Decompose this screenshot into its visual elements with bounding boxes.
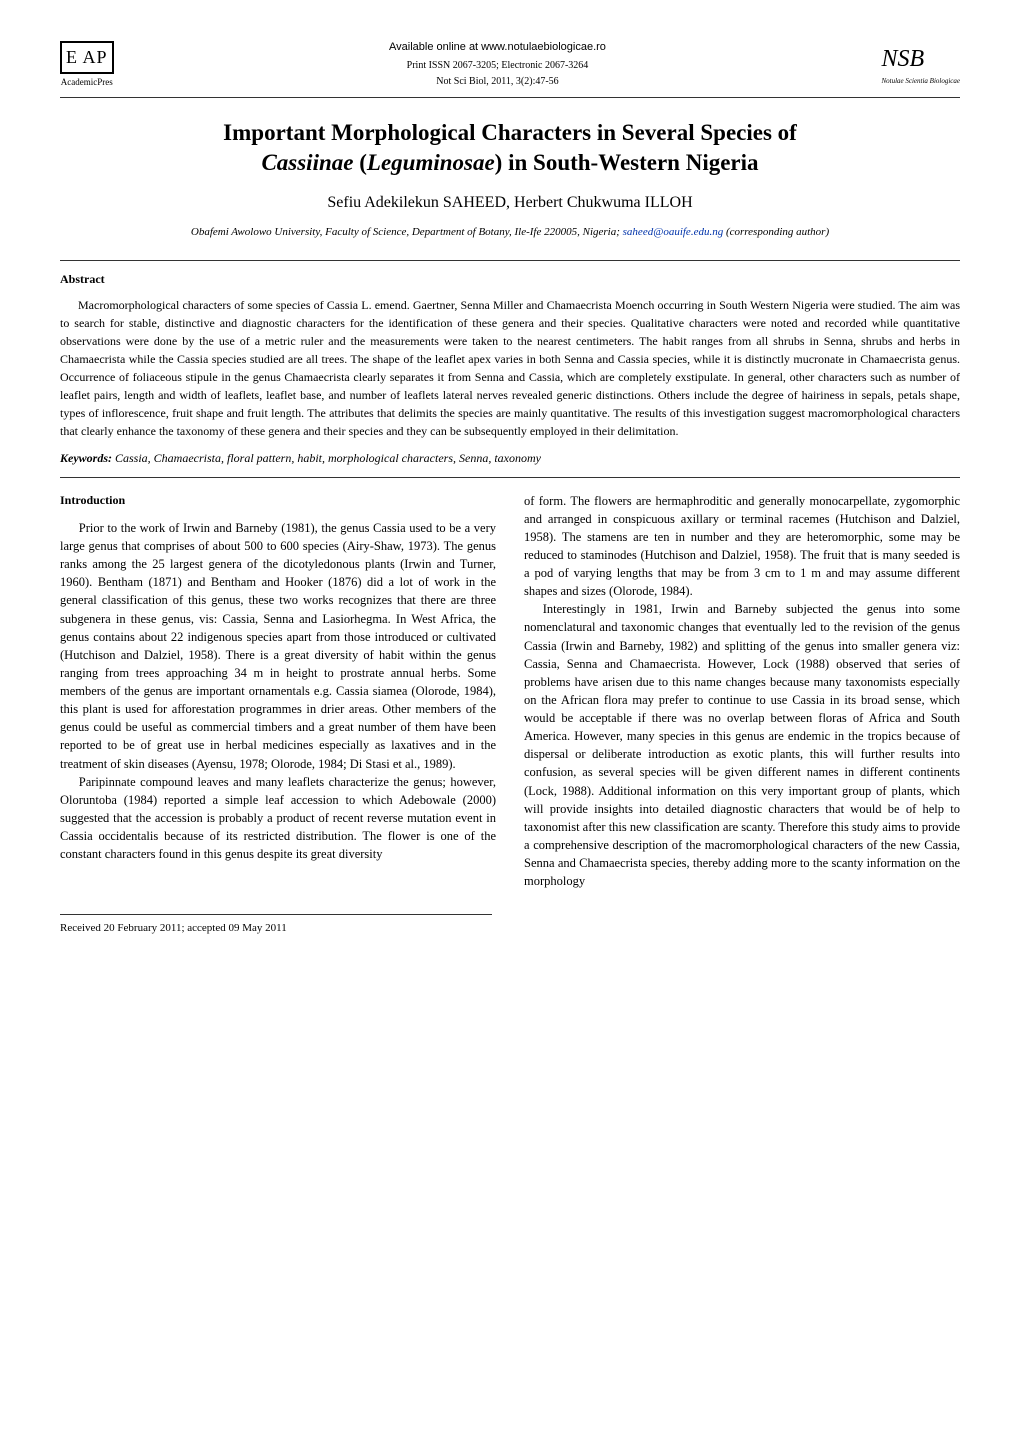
citation-line: Not Sci Biol, 2011, 3(2):47-56 <box>114 75 882 89</box>
header-center: Available online at www.notulaebiologica… <box>114 40 882 89</box>
publisher-logo-left: E AP AcademicPres <box>60 41 114 89</box>
column-right: of form. The flowers are hermaphroditic … <box>524 492 960 891</box>
keywords-line: Keywords: Cassia, Chamaecrista, floral p… <box>60 450 960 478</box>
authors: Sefiu Adekilekun SAHEED, Herbert Chukwum… <box>60 192 960 214</box>
journal-logo-right: NSB Notulae Scientia Biologicae <box>881 43 960 86</box>
nsb-logo-text: NSB <box>881 43 960 77</box>
keywords-text: Cassia, Chamaecrista, floral pattern, ha… <box>112 451 541 465</box>
body-columns: Introduction Prior to the work of Irwin … <box>60 492 960 891</box>
title-line1: Important Morphological Characters in Se… <box>223 120 797 145</box>
affiliation: Obafemi Awolowo University, Faculty of S… <box>60 225 960 240</box>
introduction-heading: Introduction <box>60 492 496 509</box>
available-online: Available online at www.notulaebiologica… <box>114 40 882 55</box>
corresponding-email[interactable]: saheed@oauife.edu.ng <box>623 226 724 238</box>
title-genus: Cassiinae <box>261 150 353 175</box>
affiliation-tail: (corresponding author) <box>723 226 829 238</box>
received-accepted: Received 20 February 2011; accepted 09 M… <box>60 914 492 936</box>
intro-para-2: Paripinnate compound leaves and many lea… <box>60 773 496 864</box>
abstract-heading: Abstract <box>60 260 960 288</box>
title-tail: in South-Western Nigeria <box>502 150 758 175</box>
column-left: Introduction Prior to the work of Irwin … <box>60 492 496 891</box>
intro-para-3: Interestingly in 1981, Irwin and Barneby… <box>524 600 960 890</box>
keywords-label: Keywords: <box>60 451 112 465</box>
eap-logo-text: E AP <box>60 41 114 74</box>
intro-para-1: Prior to the work of Irwin and Barneby (… <box>60 519 496 773</box>
affiliation-text: Obafemi Awolowo University, Faculty of S… <box>191 226 623 238</box>
intro-para-2-cont: of form. The flowers are hermaphroditic … <box>524 492 960 601</box>
journal-header: E AP AcademicPres Available online at ww… <box>60 40 960 98</box>
eap-logo-sub: AcademicPres <box>60 76 114 89</box>
article-title: Important Morphological Characters in Se… <box>60 118 960 178</box>
title-family: Leguminosae <box>367 150 495 175</box>
nsb-logo-sub: Notulae Scientia Biologicae <box>881 77 960 87</box>
abstract-body: Macromorphological characters of some sp… <box>60 296 960 440</box>
issn-line: Print ISSN 2067-3205; Electronic 2067-32… <box>114 59 882 73</box>
